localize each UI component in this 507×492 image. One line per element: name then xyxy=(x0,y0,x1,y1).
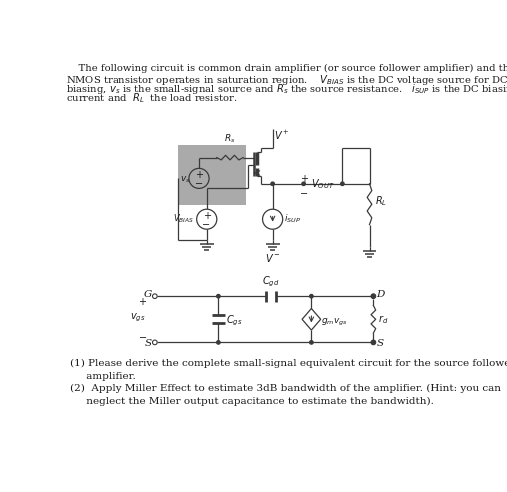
Circle shape xyxy=(197,209,217,229)
Text: $-$: $-$ xyxy=(138,331,147,341)
Text: $-$: $-$ xyxy=(299,187,308,197)
Text: S: S xyxy=(377,339,384,348)
Text: The following circuit is common drain amplifier (or source follower amplifier) a: The following circuit is common drain am… xyxy=(66,63,507,73)
Circle shape xyxy=(341,182,344,185)
Circle shape xyxy=(302,182,305,185)
Circle shape xyxy=(216,295,220,298)
Text: $C_{gd}$: $C_{gd}$ xyxy=(262,274,280,288)
Text: $-$: $-$ xyxy=(194,177,203,187)
Circle shape xyxy=(310,340,313,344)
Circle shape xyxy=(263,209,283,229)
Text: current and  $R_L$  the load resistor.: current and $R_L$ the load resistor. xyxy=(66,92,238,105)
Text: $g_m v_{gs}$: $g_m v_{gs}$ xyxy=(321,317,348,328)
Text: NMOS transistor operates in saturation region.    $V_{BIAS}$ is the DC voltage s: NMOS transistor operates in saturation r… xyxy=(66,73,507,87)
Text: $v_{gs}$: $v_{gs}$ xyxy=(130,311,146,324)
Text: $R_L$: $R_L$ xyxy=(375,195,387,209)
Circle shape xyxy=(216,340,220,344)
Text: $V^+$: $V^+$ xyxy=(274,129,290,142)
Text: $V_{BIAS}$: $V_{BIAS}$ xyxy=(173,213,194,225)
Circle shape xyxy=(189,168,209,188)
Text: S: S xyxy=(144,339,152,348)
Text: $R_s$: $R_s$ xyxy=(224,133,235,145)
Text: $i_{SUP}$: $i_{SUP}$ xyxy=(284,213,301,225)
Text: $C_{gs}$: $C_{gs}$ xyxy=(226,313,243,328)
Circle shape xyxy=(271,182,274,185)
Text: biasing, $v_s$ is the small-signal source and $R_s$ the source resistance.   $i_: biasing, $v_s$ is the small-signal sourc… xyxy=(66,82,507,96)
Circle shape xyxy=(372,340,375,344)
Circle shape xyxy=(153,294,157,299)
Text: +: + xyxy=(195,170,203,180)
Text: $r_d$: $r_d$ xyxy=(378,313,388,326)
Text: (2)  Apply Miller Effect to estimate 3dB bandwidth of the amplifier. (Hint: you : (2) Apply Miller Effect to estimate 3dB … xyxy=(69,384,500,406)
Text: $v_s$: $v_s$ xyxy=(180,175,191,185)
Text: G: G xyxy=(143,290,152,299)
Text: (1) Please derive the complete small-signal equivalent circuit for the source fo: (1) Please derive the complete small-sig… xyxy=(69,359,507,381)
Text: +: + xyxy=(300,174,308,184)
Circle shape xyxy=(153,340,157,345)
Text: $V_{OUT}$: $V_{OUT}$ xyxy=(311,177,335,191)
Text: +: + xyxy=(138,297,147,308)
Circle shape xyxy=(371,340,376,345)
Circle shape xyxy=(372,295,375,298)
Circle shape xyxy=(310,295,313,298)
Text: D: D xyxy=(377,290,385,299)
Text: $V^-$: $V^-$ xyxy=(265,252,280,264)
Polygon shape xyxy=(302,308,320,330)
Text: $-$: $-$ xyxy=(201,218,210,228)
Bar xyxy=(178,145,246,205)
Circle shape xyxy=(371,294,376,299)
Text: +: + xyxy=(203,211,211,221)
